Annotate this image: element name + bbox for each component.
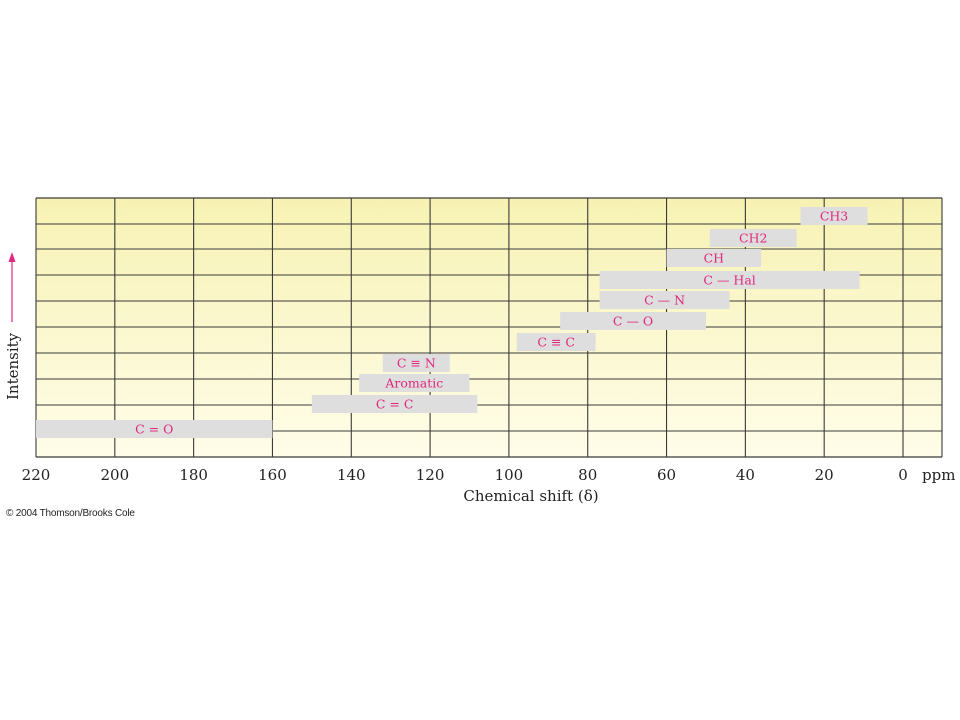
range-bar bbox=[359, 374, 470, 392]
x-axis-title: Chemical shift (δ) bbox=[463, 487, 598, 505]
x-tick-label: 60 bbox=[657, 466, 676, 484]
range-bar bbox=[599, 291, 730, 309]
range-label: C ≡ C bbox=[537, 335, 575, 350]
range-bar bbox=[382, 354, 450, 372]
range-label: C — Hal bbox=[703, 273, 755, 288]
range-bar bbox=[36, 420, 273, 438]
x-tick-label: 180 bbox=[179, 466, 208, 484]
x-tick-label: 100 bbox=[495, 466, 524, 484]
x-tick-label: 120 bbox=[416, 466, 445, 484]
x-tick-label: 40 bbox=[736, 466, 755, 484]
range-bar bbox=[516, 333, 596, 351]
arrow-up-icon bbox=[8, 252, 16, 262]
range-label: C — N bbox=[644, 293, 685, 308]
x-tick-label: 200 bbox=[100, 466, 129, 484]
range-labels: CH3 CH2 CH C — Hal C — N C — O C ≡ C C ≡ N Aroma… bbox=[135, 209, 848, 437]
range-label: CH bbox=[704, 251, 725, 266]
x-tick-labels: 220 200 180 160 140 120 100 80 60 40 20 0 bbox=[22, 466, 908, 484]
grid-lines bbox=[35, 197, 943, 458]
range-label: CH3 bbox=[820, 209, 848, 224]
x-unit-label: ppm bbox=[922, 466, 955, 484]
x-tick-label: 0 bbox=[898, 466, 908, 484]
range-label: C = C bbox=[376, 397, 414, 412]
range-bar bbox=[311, 395, 478, 413]
range-bar bbox=[599, 271, 860, 289]
x-tick-label: 20 bbox=[815, 466, 834, 484]
x-tick-label: 140 bbox=[337, 466, 366, 484]
x-tick-label: 80 bbox=[578, 466, 597, 484]
range-bar bbox=[709, 229, 797, 247]
range-label: CH2 bbox=[739, 231, 767, 246]
range-bar bbox=[560, 312, 706, 330]
copyright-notice: © 2004 Thomson/Brooks Cole bbox=[6, 508, 135, 519]
range-label: Aromatic bbox=[384, 376, 443, 391]
range-bars bbox=[36, 207, 868, 438]
y-axis-title: Intensity bbox=[4, 332, 22, 400]
range-label: C — O bbox=[613, 314, 653, 329]
range-label: C = O bbox=[135, 422, 173, 437]
range-label: C ≡ N bbox=[397, 356, 436, 371]
x-tick-label: 220 bbox=[22, 466, 51, 484]
range-bar bbox=[800, 207, 868, 225]
x-tick-label: 160 bbox=[258, 466, 287, 484]
range-bar bbox=[666, 249, 762, 267]
y-axis-title-group: Intensity bbox=[4, 252, 22, 400]
